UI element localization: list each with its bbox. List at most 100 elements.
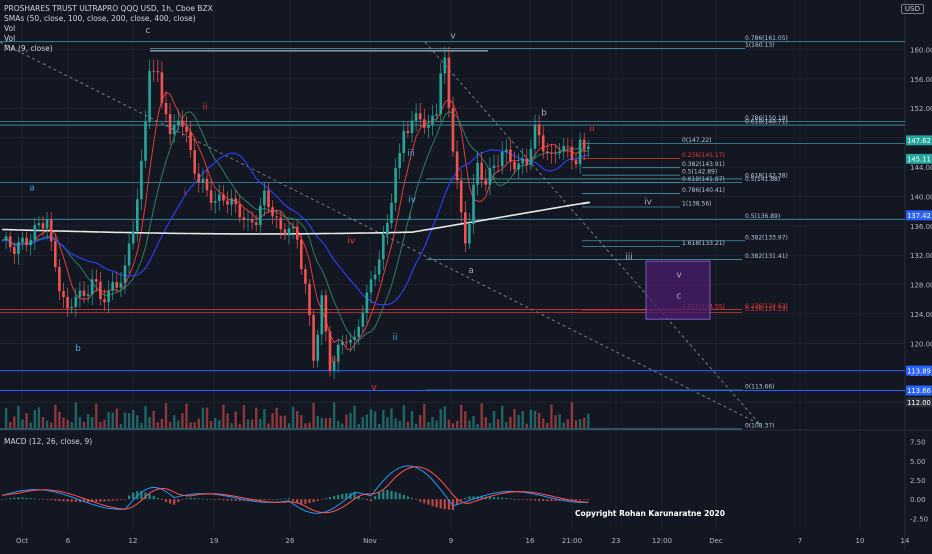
volume-bar xyxy=(103,419,106,428)
volume-bar xyxy=(160,418,164,428)
volume-bar xyxy=(427,421,430,428)
macd-hist-bar xyxy=(140,491,143,500)
price-badge xyxy=(906,397,932,408)
macd-hist-bar xyxy=(431,499,434,507)
wave-label: i xyxy=(409,213,412,223)
candle-body xyxy=(386,223,389,235)
macd-hist-bar xyxy=(164,499,168,502)
volume-bar xyxy=(123,412,127,428)
volume-bar xyxy=(95,403,98,428)
candle-body xyxy=(505,149,508,152)
volume-bar xyxy=(287,423,291,428)
wave-label: i xyxy=(184,188,187,198)
macd-hist-bar xyxy=(390,490,393,500)
y-tick-label: 136.00 xyxy=(910,223,932,231)
macd-legend[interactable]: MACD (12, 26, close, 9) xyxy=(4,437,92,447)
copyright-text: Copyright Rohan Karunaratne 2020 xyxy=(575,509,725,518)
fib-label: 1(160.13) xyxy=(745,42,775,49)
candle-body xyxy=(164,102,168,115)
candle-body xyxy=(476,162,479,185)
candle-body xyxy=(377,259,381,275)
volume-bar xyxy=(152,410,155,428)
macd-hist-bar xyxy=(50,499,53,501)
candle-body xyxy=(541,135,545,152)
x-tick-label: Nov xyxy=(363,537,377,545)
fib-label: 0.786(150.18) xyxy=(745,115,788,122)
candle-body xyxy=(423,119,426,128)
indicator-vol-2[interactable]: Vol xyxy=(4,34,16,43)
fib-label: 0.5(136.89) xyxy=(745,213,780,220)
macd-hist-bar xyxy=(267,499,270,500)
macd-hist-bar xyxy=(583,499,586,500)
indicator-smas[interactable]: SMAs (50, close, 100, close, 200, close,… xyxy=(4,14,196,23)
volume-bar xyxy=(361,416,364,428)
macd-hist-bar xyxy=(119,499,122,500)
volume-bar xyxy=(50,422,53,428)
volume-bar xyxy=(37,407,41,428)
candle-body xyxy=(49,219,53,242)
x-tick-label: 12 xyxy=(129,537,138,545)
candle-body xyxy=(345,341,348,343)
macd-hist-bar xyxy=(193,498,196,500)
macd-hist-bar xyxy=(353,492,356,500)
volume-bar xyxy=(78,417,82,428)
volume-bar xyxy=(70,422,73,428)
indicator-vol-1[interactable]: Vol xyxy=(4,24,16,33)
volume-bar xyxy=(140,422,143,428)
candle-body xyxy=(283,229,287,236)
wave-label: iii xyxy=(407,149,415,159)
macd-hist-bar xyxy=(29,498,32,500)
macd-hist-bar xyxy=(37,498,40,500)
macd-hist-bar xyxy=(132,492,135,500)
symbol-title[interactable]: PROSHARES TRUST ULTRAPRO QQQ USD, 1h, Cb… xyxy=(4,4,213,13)
wave-label: iv xyxy=(347,236,356,246)
macd-hist-bar xyxy=(521,499,524,500)
macd-hist-bar xyxy=(328,497,332,500)
currency-badge[interactable]: USD xyxy=(901,4,924,14)
fib-label: 0.618(142.38) xyxy=(745,172,788,179)
y-tick-label: 120.00 xyxy=(910,340,932,348)
volume-bar xyxy=(390,408,393,428)
macd-hist-bar xyxy=(152,495,155,500)
macd-hist-bar xyxy=(238,499,241,501)
macd-hist-bar xyxy=(173,499,176,505)
volume-bar xyxy=(332,402,336,428)
price-badge-text: 145.11 xyxy=(907,155,931,163)
candle-body xyxy=(488,168,492,185)
volume-bar xyxy=(291,406,295,428)
macd-line xyxy=(1,465,589,514)
candle-body xyxy=(148,70,151,122)
candle-body xyxy=(300,239,303,270)
macd-hist-bar xyxy=(419,499,422,502)
volume-bar xyxy=(132,410,135,428)
macd-hist-bar xyxy=(279,498,282,500)
candle-body xyxy=(480,162,483,180)
macd-hist-bar xyxy=(13,497,16,500)
candle-body xyxy=(427,125,430,128)
trendline xyxy=(424,41,761,425)
volume-bar xyxy=(349,412,352,428)
indicator-ma[interactable]: MA (9, close) xyxy=(4,44,53,53)
candle-body xyxy=(308,283,311,316)
candle-body xyxy=(136,199,139,232)
candle-body xyxy=(578,139,582,165)
candle-body xyxy=(435,114,438,116)
candle-body xyxy=(37,223,41,226)
candle-body xyxy=(287,228,291,236)
macd-hist-bar xyxy=(554,499,557,502)
volume-bar xyxy=(357,423,360,428)
candle-body xyxy=(550,152,553,154)
wave-label: a xyxy=(29,184,35,194)
candle-body xyxy=(213,200,217,203)
macd-hist-bar xyxy=(62,499,65,502)
macd-hist-bar xyxy=(300,499,303,504)
macd-hist-bar xyxy=(451,499,455,511)
candle-body xyxy=(95,279,98,282)
volume-bar xyxy=(410,411,414,428)
volume-bar xyxy=(492,410,496,428)
candle-body xyxy=(205,178,209,191)
macd-hist-bar xyxy=(181,499,184,500)
